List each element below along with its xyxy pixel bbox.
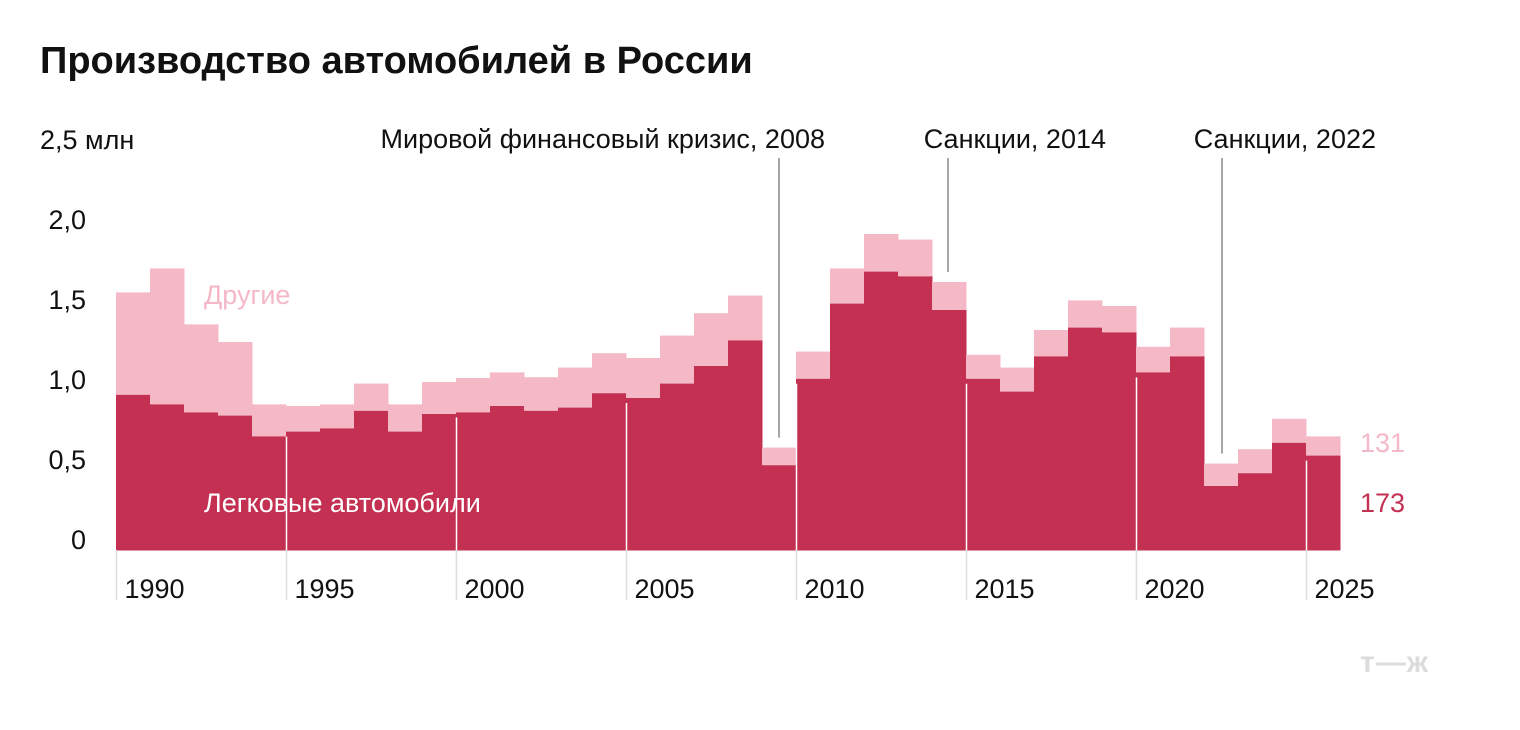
y-tick-label: 1,5: [48, 285, 86, 315]
bar-passenger-1999: [422, 414, 457, 551]
bar-passenger-2011: [830, 303, 865, 551]
bar-other-2020: [1136, 346, 1171, 373]
annotation-label-2014: Санкции, 2014: [924, 124, 1106, 154]
bar-other-1998: [388, 404, 423, 432]
bar-passenger-1990: [116, 394, 151, 551]
bar-passenger-2004: [592, 393, 627, 551]
bar-passenger-2006: [660, 383, 695, 551]
bar-passenger-2015: [966, 378, 1001, 551]
x-tick-label: 1995: [295, 574, 355, 604]
bar-passenger-1991: [150, 404, 185, 551]
y-tick-label: 2,0: [48, 205, 86, 235]
bar-passenger-2001: [490, 406, 525, 551]
y-tick-label: 1,0: [48, 365, 86, 395]
bar-other-2014: [932, 282, 967, 310]
logo: т—ж: [1360, 646, 1429, 679]
x-tick-label: 2005: [635, 574, 695, 604]
bar-passenger-2002: [524, 410, 559, 551]
bar-passenger-2022: [1204, 486, 1239, 551]
bar-other-2024: [1272, 418, 1307, 443]
bar-other-2012: [864, 234, 899, 272]
bar-other-2015: [966, 354, 1001, 379]
bar-passenger-2008: [728, 340, 763, 551]
bar-passenger-2010: [796, 378, 831, 551]
bar-passenger-2024: [1272, 442, 1307, 551]
bar-passenger-2016: [1000, 391, 1035, 551]
bar-other-1999: [422, 382, 457, 414]
bar-passenger-2013: [898, 276, 933, 551]
annotation-label-2022: Санкции, 2022: [1194, 124, 1376, 154]
end-label-other: 131: [1360, 428, 1405, 458]
bar-other-2025: [1306, 436, 1341, 456]
bar-passenger-2003: [558, 407, 593, 551]
bar-passenger-2005: [626, 398, 661, 551]
bar-other-1994: [252, 404, 287, 437]
bar-other-1991: [150, 268, 185, 405]
bar-other-1990: [116, 292, 151, 395]
x-tick-label: 2000: [465, 574, 525, 604]
bar-other-2002: [524, 377, 559, 411]
bar-other-1995: [286, 406, 321, 432]
bar-other-2004: [592, 353, 627, 394]
bar-passenger-1998: [388, 431, 423, 551]
legend-passenger-label: Легковые автомобили: [204, 488, 481, 518]
bar-other-2022: [1204, 463, 1239, 486]
y-tick-label: 0: [71, 525, 86, 555]
bar-passenger-2007: [694, 366, 729, 551]
bar-passenger-1994: [252, 436, 287, 551]
bar-other-2006: [660, 335, 695, 384]
bar-other-2019: [1102, 306, 1137, 333]
bar-passenger-2012: [864, 271, 899, 551]
bar-other-2003: [558, 367, 593, 408]
bar-other-2009: [762, 447, 797, 466]
bar-passenger-2018: [1068, 327, 1103, 551]
bar-passenger-1996: [320, 428, 355, 551]
bar-other-2017: [1034, 330, 1069, 357]
bar-passenger-2023: [1238, 473, 1273, 551]
bar-other-2007: [694, 313, 729, 366]
bar-passenger-2025: [1306, 455, 1341, 551]
bar-passenger-2009: [762, 465, 797, 551]
bar-other-2010: [796, 351, 831, 379]
y-tick-label: 2,5 млн: [40, 125, 134, 155]
bar-passenger-2020: [1136, 372, 1171, 551]
x-tick-label: 2025: [1315, 574, 1375, 604]
bar-passenger-2017: [1034, 356, 1069, 551]
y-tick-label: 0,5: [48, 445, 86, 475]
legend-other-label: Другие: [204, 280, 290, 310]
bar-passenger-2000: [456, 412, 491, 551]
x-tick-label: 2015: [975, 574, 1035, 604]
bar-other-2013: [898, 239, 933, 277]
bar-passenger-2014: [932, 310, 967, 551]
bar-other-2023: [1238, 449, 1273, 474]
bar-other-2000: [456, 378, 491, 413]
x-tick-label: 1990: [125, 574, 185, 604]
bar-other-2008: [728, 295, 763, 341]
bar-passenger-1993: [218, 415, 253, 551]
bar-passenger-2021: [1170, 356, 1205, 551]
annotation-label-2008: Мировой финансовый кризис, 2008: [381, 124, 825, 154]
bar-other-2018: [1068, 300, 1103, 328]
bar-passenger-1992: [184, 412, 219, 551]
x-tick-label: 2020: [1145, 574, 1205, 604]
bar-passenger-1995: [286, 431, 321, 551]
x-tick-label: 2010: [805, 574, 865, 604]
chart-title: Производство автомобилей в России: [40, 40, 753, 82]
bar-passenger-1997: [354, 410, 389, 551]
end-label-passenger: 173: [1360, 488, 1405, 518]
bar-other-2011: [830, 268, 865, 304]
bar-other-2001: [490, 372, 525, 406]
bar-other-1996: [320, 404, 355, 429]
bar-other-2016: [1000, 367, 1035, 392]
bar-other-1992: [184, 324, 219, 413]
bar-other-1997: [354, 383, 389, 411]
bar-other-2005: [626, 358, 661, 398]
bar-other-2021: [1170, 327, 1205, 357]
bar-passenger-2019: [1102, 332, 1137, 551]
bar-other-1993: [218, 342, 253, 416]
